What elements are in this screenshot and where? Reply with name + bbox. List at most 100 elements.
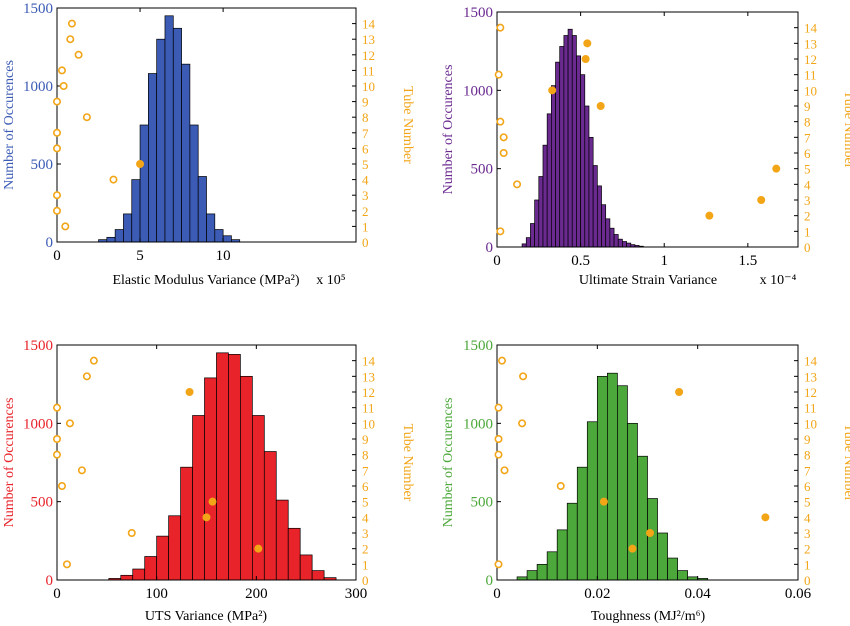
y-axis-label-right: Tube Number xyxy=(400,424,415,502)
y-tick-label-left: 1500 xyxy=(463,338,493,354)
y-tick-label-right: 10 xyxy=(362,79,375,94)
y-axis-label-left: Number of Occurences xyxy=(2,398,17,528)
y-tick-label-right: 8 xyxy=(362,110,369,125)
y-tick-label-right: 5 xyxy=(362,495,369,510)
tube-point xyxy=(772,164,781,173)
tube-point xyxy=(494,70,503,79)
x-tick-label: 0 xyxy=(53,586,61,602)
y-tick-label-right: 5 xyxy=(804,162,811,177)
y-tick-label-left: 0 xyxy=(486,240,494,256)
histogram-bar xyxy=(617,238,623,248)
chart-panel-4: 0 0.02 0.04 0.06050010001500012345678910111… xyxy=(441,338,850,624)
tube-point xyxy=(496,227,505,236)
histogram-bar xyxy=(263,451,277,581)
histogram-bar xyxy=(530,223,535,248)
y-tick-label-right: 1 xyxy=(362,557,369,572)
histogram-bar xyxy=(181,63,191,243)
histogram-bar xyxy=(525,237,531,248)
histogram-bar xyxy=(148,73,158,243)
tube-point xyxy=(675,387,684,396)
y-tick-label-right: 8 xyxy=(804,115,811,130)
histogram-bar xyxy=(132,568,146,581)
tube-point xyxy=(498,356,507,365)
tube-point xyxy=(761,513,770,522)
tube-point xyxy=(52,206,61,215)
y-tick-label-right: 8 xyxy=(362,448,369,463)
tube-point xyxy=(57,66,66,75)
histogram-bar xyxy=(550,85,556,248)
tube-point xyxy=(74,50,83,59)
y-tick-label-right: 6 xyxy=(804,146,811,161)
histogram-bar xyxy=(214,229,224,243)
x-axis-multiplier: x 10⁵ xyxy=(316,273,346,288)
y-tick-label-right: 2 xyxy=(804,542,811,557)
y-tick-label-right: 1 xyxy=(804,224,811,239)
histogram-bar xyxy=(559,46,565,248)
y-tick-label-left: 1000 xyxy=(23,79,53,95)
histogram-bar xyxy=(613,234,619,248)
tube-point xyxy=(67,19,76,28)
histogram-bar xyxy=(546,551,558,581)
x-tick-label: 0 xyxy=(493,586,501,602)
y-tick-label-right: 9 xyxy=(362,432,369,447)
histogram-bar xyxy=(586,421,598,581)
y-tick-label-right: 3 xyxy=(804,193,811,208)
plot-frame xyxy=(496,344,799,581)
y-tick-label-right: 14 xyxy=(804,354,818,369)
tube-point xyxy=(556,481,565,490)
histogram-bar xyxy=(567,28,573,248)
histogram-bar xyxy=(626,242,632,248)
y-tick-label-right: 12 xyxy=(804,52,817,67)
histogram-bar xyxy=(156,535,169,581)
y-tick-label-left: 0 xyxy=(46,573,54,589)
tube-point xyxy=(57,481,66,490)
histogram-bar xyxy=(204,377,217,581)
y-tick-label-right: 10 xyxy=(362,416,375,431)
tube-point xyxy=(202,513,211,522)
y-tick-label-left: 1000 xyxy=(463,83,493,99)
y-tick-label-right: 10 xyxy=(804,83,817,98)
tube-point xyxy=(499,149,508,158)
y-tick-label-right: 6 xyxy=(362,479,369,494)
tube-point xyxy=(757,196,766,205)
tube-point xyxy=(499,133,508,142)
y-tick-label-right: 7 xyxy=(804,463,811,478)
y-axis-label-left: Number of Occurences xyxy=(441,65,456,195)
histogram-bar xyxy=(216,352,229,581)
histogram-bar xyxy=(538,176,544,248)
y-tick-label-right: 12 xyxy=(362,385,375,400)
y-tick-label-right: 11 xyxy=(804,401,817,416)
x-tick-label: 1 xyxy=(660,253,668,269)
x-tick-label: 5 xyxy=(136,248,144,264)
plot-frame xyxy=(496,11,799,248)
tube-point xyxy=(52,144,61,153)
y-tick-label-right: 12 xyxy=(804,385,817,400)
y-tick-label-right: 13 xyxy=(362,32,375,47)
histogram-bar xyxy=(571,35,577,248)
y-tick-label-right: 7 xyxy=(804,130,811,145)
tube-point xyxy=(52,97,61,106)
y-axis-label-left: Number of Occurences xyxy=(2,60,17,190)
histogram-bar xyxy=(576,55,581,248)
tube-point xyxy=(254,544,263,553)
histogram-bar xyxy=(556,529,568,581)
y-tick-label-left: 1500 xyxy=(23,338,53,354)
chart-panel-3: 0 100 200 300050010001500012345678910111213… xyxy=(2,338,415,624)
histogram-bar xyxy=(576,466,588,581)
y-tick-label-right: 10 xyxy=(804,416,817,431)
histogram-bar xyxy=(563,35,569,248)
tube-point xyxy=(52,403,61,412)
histogram-bar xyxy=(251,415,265,581)
histogram-bar xyxy=(607,372,618,581)
histogram-bar xyxy=(601,204,607,248)
tube-point xyxy=(513,180,522,189)
histogram-bar xyxy=(534,199,540,248)
y-tick-label-right: 13 xyxy=(804,369,817,384)
y-tick-label-right: 1 xyxy=(362,219,369,234)
y-tick-label-right: 6 xyxy=(362,141,369,156)
y-tick-label-right: 9 xyxy=(804,99,811,114)
y-tick-label-left: 1000 xyxy=(463,416,493,432)
y-tick-label-left: 1500 xyxy=(23,1,53,17)
histogram-bar xyxy=(192,415,205,581)
